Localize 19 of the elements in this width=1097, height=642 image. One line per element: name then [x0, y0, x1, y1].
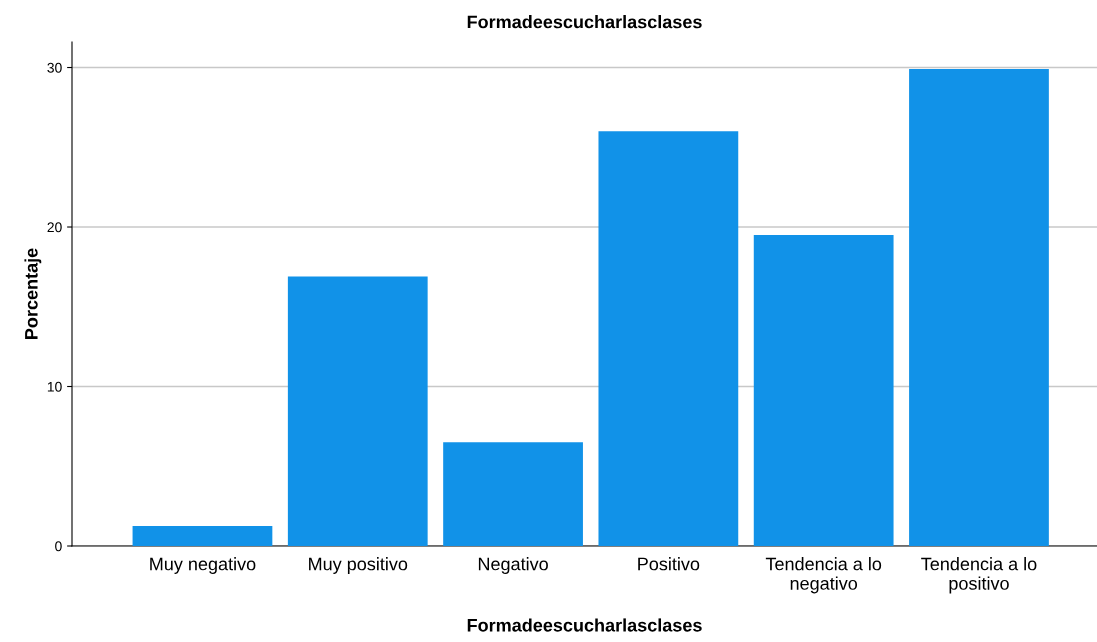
y-axis-title: Porcentaje — [24, 248, 42, 339]
x-tick-label: Muy positivo — [309, 557, 408, 574]
x-tick-label: Tendencia a lo negativo — [765, 557, 882, 594]
x-axis-title: Formadeescucharlasclases — [467, 618, 702, 632]
bar — [909, 69, 1049, 546]
x-tick-label: Tendencia a lo positivo — [921, 557, 1037, 594]
bar — [443, 442, 583, 546]
x-tick-label: Negativo — [478, 557, 548, 574]
y-tick-label: 0 — [55, 541, 62, 552]
bar — [753, 234, 894, 546]
y-tick-label: 10 — [47, 381, 62, 392]
y-tick-label: 30 — [47, 62, 62, 73]
chart-title: Formadeescucharlasclases — [467, 15, 702, 29]
x-tick-label: Positivo — [638, 557, 700, 571]
y-tick-label: 20 — [47, 222, 62, 233]
bar — [598, 131, 739, 546]
bar — [132, 526, 273, 546]
bar — [287, 276, 428, 546]
x-tick-label: Muy negativo — [150, 557, 256, 574]
